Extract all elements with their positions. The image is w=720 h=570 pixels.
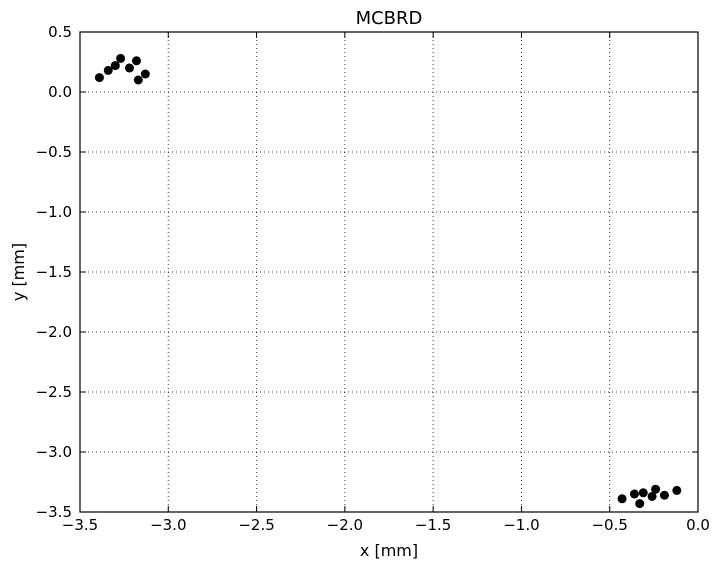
x-tick-label: −1.5 xyxy=(415,516,451,534)
x-tick-label: 0.0 xyxy=(686,516,710,534)
data-point xyxy=(124,63,134,73)
data-point xyxy=(617,494,627,504)
y-tick-label: −2.0 xyxy=(36,323,72,341)
chart-title: MCBRD xyxy=(356,8,423,29)
data-point xyxy=(672,485,682,495)
x-tick-label: −3.5 xyxy=(62,516,98,534)
data-point xyxy=(103,65,113,75)
y-tick-label: −1.0 xyxy=(36,203,72,221)
data-point xyxy=(94,73,104,83)
y-tick-label: 0.5 xyxy=(48,23,72,41)
data-point xyxy=(659,490,669,500)
data-point xyxy=(133,75,143,85)
data-point xyxy=(635,499,645,509)
data-point xyxy=(110,61,120,71)
y-tick-label: −3.0 xyxy=(36,443,72,461)
y-tick-label: −1.5 xyxy=(36,263,72,281)
data-points xyxy=(94,53,682,509)
x-axis-label: x [mm] xyxy=(360,541,418,560)
data-point xyxy=(647,491,657,501)
y-tick-label: 0.0 xyxy=(48,83,72,101)
data-point xyxy=(140,69,150,79)
x-tick-label: −1.0 xyxy=(503,516,539,534)
y-tick-label: −2.5 xyxy=(36,383,72,401)
y-tick-label: −3.5 xyxy=(36,503,72,521)
y-tick-label: −0.5 xyxy=(36,143,72,161)
y-axis-label: y [mm] xyxy=(9,243,28,301)
data-point xyxy=(651,484,661,494)
x-tick-label: −2.5 xyxy=(238,516,274,534)
x-tick-label: −0.5 xyxy=(591,516,627,534)
data-point xyxy=(629,489,639,499)
axis-ticks: −3.5 −3.0 −2.5 −2.0 −1.5 −1.0 −0.5 0.0 −3.5 −3.0 −… xyxy=(36,23,710,534)
x-tick-label: −2.0 xyxy=(327,516,363,534)
data-point xyxy=(116,53,126,63)
data-point xyxy=(132,56,142,66)
grid-lines xyxy=(80,32,698,512)
data-point xyxy=(638,488,648,498)
x-tick-label: −3.0 xyxy=(150,516,186,534)
